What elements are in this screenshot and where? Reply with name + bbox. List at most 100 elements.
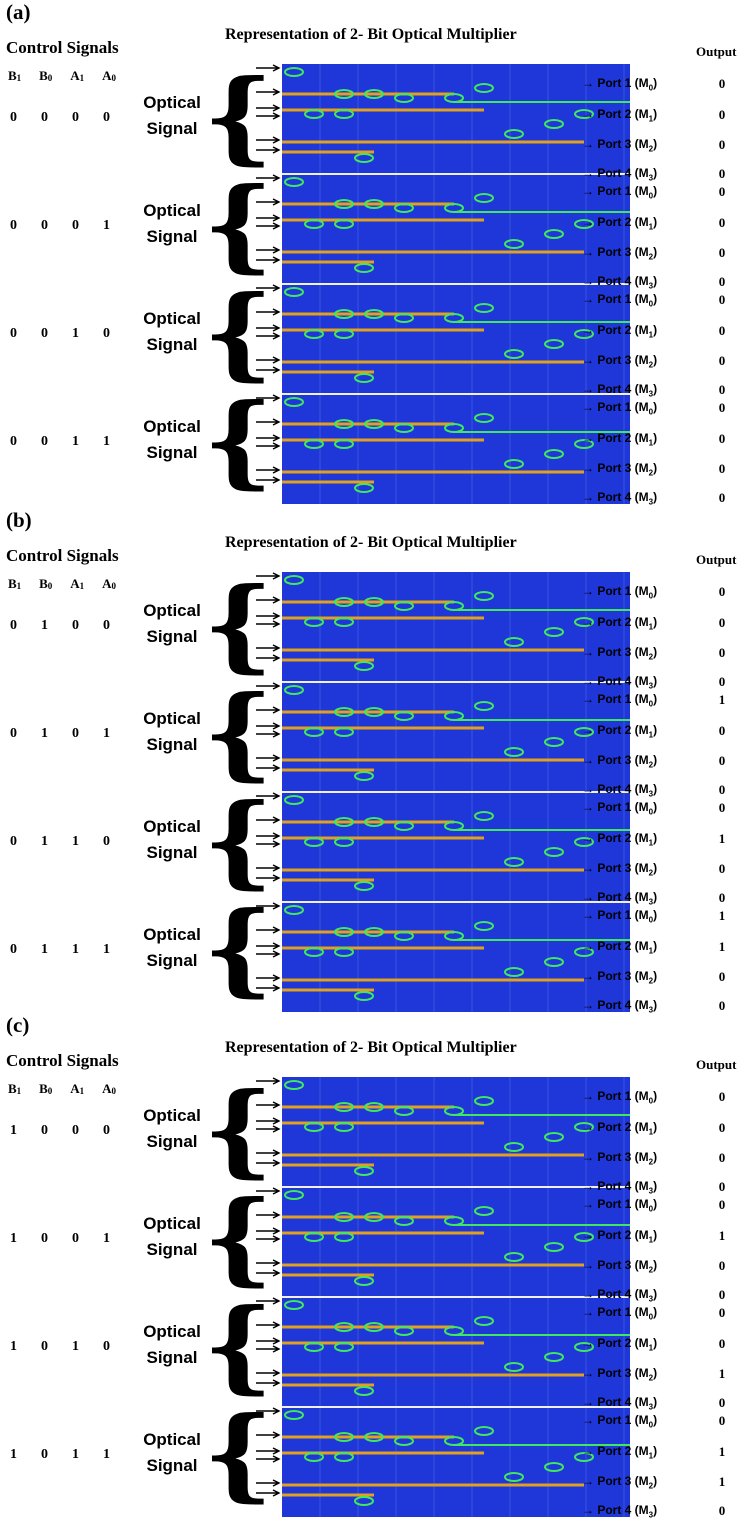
mzi-coupler — [544, 1352, 564, 1362]
input-arrow — [256, 1227, 281, 1235]
mzi-coupler — [474, 193, 494, 203]
input-arrow — [256, 572, 281, 580]
input-arrow — [256, 840, 281, 848]
output-port-label: → Port 3 (M2) — [582, 1258, 658, 1275]
panel-label: (b) — [6, 508, 32, 532]
control-signals-title: Control Signals — [6, 1051, 119, 1070]
output-value: 0 — [718, 969, 726, 984]
output-port-label: → Port 3 (M2) — [582, 245, 658, 262]
input-arrow — [256, 174, 281, 182]
input-arrow — [256, 64, 281, 72]
output-port-label: → Port 4 (M3) — [582, 782, 658, 799]
input-arrow — [256, 1259, 281, 1267]
control-bits-row: 0 0 0 0 — [10, 110, 110, 126]
mzi-coupler — [334, 309, 354, 319]
mzi-coupler — [394, 313, 414, 323]
mzi-coupler — [304, 1342, 324, 1352]
control-bit: 0 — [41, 110, 48, 125]
input-arrow — [256, 596, 281, 604]
output-value: 0 — [718, 674, 726, 689]
signal-line: Signal — [146, 951, 198, 970]
signal-line: Signal — [146, 335, 198, 354]
input-arrow — [256, 1269, 281, 1277]
bit-header: A0 — [102, 68, 116, 83]
output-port-label: → Port 3 (M2) — [582, 1366, 658, 1383]
output-port-label: → Port 1 (M0) — [582, 1305, 658, 1322]
output-value: 0 — [718, 1305, 726, 1320]
control-signals-title: Control Signals — [6, 546, 119, 565]
mzi-coupler — [334, 927, 354, 937]
mzi-coupler — [544, 1242, 564, 1252]
mzi-coupler — [394, 821, 414, 831]
mzi-coupler — [364, 419, 384, 429]
control-bits-row: 0 0 1 1 — [10, 434, 110, 450]
control-bits-row: 0 0 0 1 — [10, 218, 110, 234]
control-bit: 1 — [72, 1447, 79, 1462]
control-bit: 1 — [10, 1339, 17, 1354]
input-arrow — [256, 222, 281, 230]
control-bit: 0 — [72, 618, 79, 633]
mzi-coupler — [504, 239, 524, 249]
output-port-label: → Port 1 (M0) — [582, 1089, 658, 1106]
input-arrow — [256, 620, 281, 628]
simulation-image — [254, 572, 630, 1012]
mzi-coupler — [334, 817, 354, 827]
mzi-coupler — [334, 707, 354, 717]
output-value: 1 — [718, 1474, 726, 1489]
mzi-coupler — [284, 287, 304, 297]
panel-label: (a) — [6, 0, 31, 24]
mzi-coupler — [334, 439, 354, 449]
mzi-coupler — [474, 413, 494, 423]
mzi-coupler — [474, 921, 494, 931]
input-arrow — [256, 1337, 281, 1345]
input-arrow — [256, 1101, 281, 1109]
control-bit: 1 — [103, 434, 110, 449]
control-bit: 0 — [103, 1123, 110, 1138]
input-arrow — [256, 984, 281, 992]
control-bit: 0 — [72, 1231, 79, 1246]
optical-line: Optical — [143, 201, 201, 220]
control-bit: 1 — [41, 942, 48, 957]
input-arrow — [256, 764, 281, 772]
mzi-coupler — [504, 637, 524, 647]
bit-header: B0 — [39, 1081, 53, 1096]
input-arrow — [256, 112, 281, 120]
control-bit: 0 — [103, 110, 110, 125]
input-arrow — [256, 1297, 281, 1305]
curly-brace: { — [202, 1070, 274, 1188]
optical-line: Optical — [143, 309, 201, 328]
output-value: 0 — [718, 245, 726, 260]
input-arrow — [256, 442, 281, 450]
curly-brace: { — [202, 165, 274, 283]
input-arrow — [256, 332, 281, 340]
mzi-coupler — [364, 309, 384, 319]
output-value: 0 — [718, 723, 726, 738]
input-arrow — [256, 104, 281, 112]
input-arrow — [256, 1345, 281, 1353]
mzi-coupler — [334, 219, 354, 229]
input-arrow — [256, 950, 281, 958]
input-arrow — [256, 1159, 281, 1167]
output-port-label: → Port 3 (M2) — [582, 861, 658, 878]
output-port-label: → Port 3 (M2) — [582, 353, 658, 370]
mzi-coupler — [304, 947, 324, 957]
mzi-coupler — [304, 109, 324, 119]
output-value: 0 — [718, 184, 726, 199]
input-arrow — [256, 1211, 281, 1219]
bit-header: B1 — [8, 68, 22, 83]
output-value: 0 — [718, 584, 726, 599]
optical-signal-label: Optical Signal — [136, 414, 208, 466]
curly-brace: { — [202, 565, 274, 683]
input-arrow — [256, 722, 281, 730]
mzi-coupler — [504, 747, 524, 757]
input-arrow — [256, 792, 281, 800]
input-arrow — [256, 418, 281, 426]
output-port-label: → Port 1 (M0) — [582, 584, 658, 601]
mzi-coupler — [304, 329, 324, 339]
signal-line: Signal — [146, 227, 198, 246]
control-bit: 0 — [41, 434, 48, 449]
control-bit: 1 — [10, 1447, 17, 1462]
mzi-coupler — [284, 1190, 304, 1200]
control-bit: 0 — [103, 618, 110, 633]
input-arrow — [256, 612, 281, 620]
